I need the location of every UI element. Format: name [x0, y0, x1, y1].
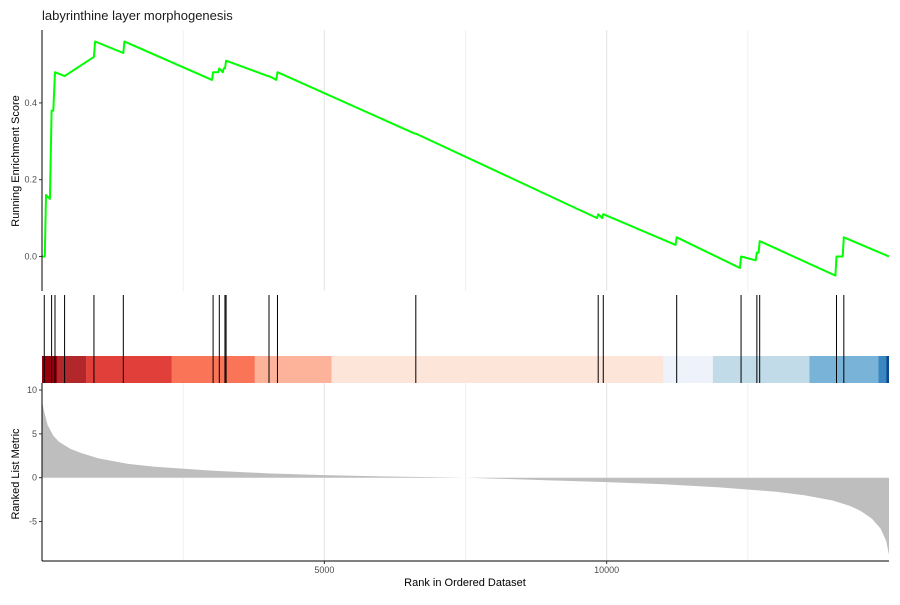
- axes: [41, 30, 889, 562]
- x-tick-label: 5000: [314, 565, 334, 575]
- y-tick-label: 10: [27, 385, 37, 395]
- ranked-metric-area: [42, 401, 889, 555]
- rank-color-band: [331, 356, 664, 383]
- rank-color-band: [878, 356, 887, 383]
- y-tick-label: 5: [32, 429, 37, 439]
- y-tick-label: -5: [29, 517, 37, 527]
- y-tick-label: 0.2: [24, 175, 37, 185]
- top-panel-grid: [182, 30, 749, 291]
- gene-hit-marks: [43, 295, 845, 383]
- x-tick-label: 10000: [594, 565, 619, 575]
- rank-color-band: [712, 356, 810, 383]
- x-ticks: 5000 10000: [314, 561, 619, 575]
- x-axis-title: Rank in Ordered Dataset: [404, 577, 526, 589]
- ranked-metric-area-path: [42, 401, 889, 555]
- rank-color-band: [663, 356, 713, 383]
- y-tick-label: 0.4: [24, 98, 37, 108]
- bottom-y-ticks: 10 5 0 -5: [27, 385, 42, 527]
- rank-color-band: [254, 356, 332, 383]
- rank-color-band: [42, 356, 58, 383]
- rank-color-band: [86, 356, 172, 383]
- rank-color-band: [57, 356, 87, 383]
- bottom-y-axis-title: Ranked List Metric: [10, 428, 22, 520]
- chart-title: labyrinthine layer morphogenesis: [42, 8, 233, 23]
- y-tick-label: 0.0: [24, 251, 37, 261]
- bottom-panel-grid: [182, 383, 749, 561]
- rank-color-band: [886, 356, 889, 383]
- rank-color-bands: [42, 356, 889, 383]
- top-y-ticks: 0.0 0.2 0.4: [24, 98, 42, 261]
- top-y-axis-title: Running Enrichment Score: [10, 95, 22, 226]
- running-score-polyline: [42, 40, 890, 277]
- y-tick-label: 0: [32, 473, 37, 483]
- running-score-line: [42, 40, 890, 277]
